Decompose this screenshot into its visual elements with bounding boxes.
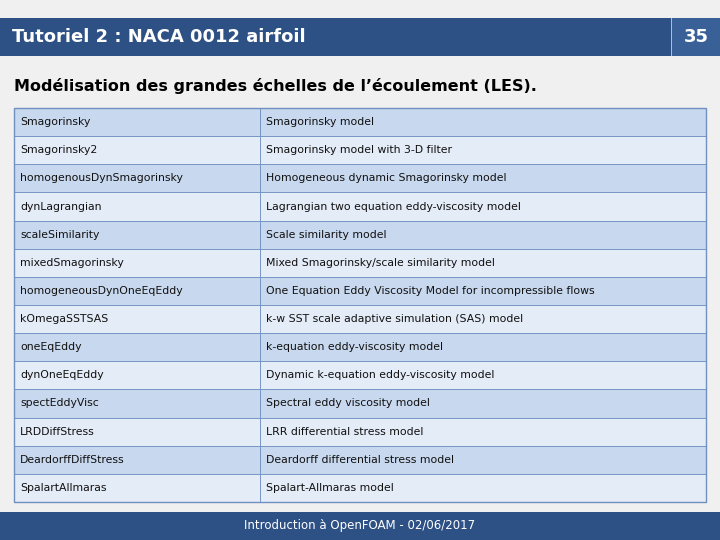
Bar (260, 305, 706, 333)
Bar (14, 249, 260, 277)
Text: k-equation eddy-viscosity model: k-equation eddy-viscosity model (266, 342, 443, 352)
Bar (14, 417, 260, 446)
Text: Smagorinsky model: Smagorinsky model (266, 117, 374, 127)
Text: spectEddyVisc: spectEddyVisc (20, 399, 99, 408)
Bar (260, 361, 706, 389)
Text: DeardorffDiffStress: DeardorffDiffStress (20, 455, 125, 465)
Bar (14, 220, 260, 249)
Text: scaleSimilarity: scaleSimilarity (20, 230, 99, 240)
Text: homogenousDynSmagorinsky: homogenousDynSmagorinsky (20, 173, 183, 184)
Text: Smagorinsky2: Smagorinsky2 (20, 145, 97, 155)
Text: Spalart-Allmaras model: Spalart-Allmaras model (266, 483, 393, 493)
Text: Dynamic k-equation eddy-viscosity model: Dynamic k-equation eddy-viscosity model (266, 370, 494, 380)
Bar (14, 389, 260, 417)
Bar (260, 249, 706, 277)
Text: Deardorff differential stress model: Deardorff differential stress model (266, 455, 454, 465)
Text: kOmegaSSTSAS: kOmegaSSTSAS (20, 314, 108, 324)
Text: Modélisation des grandes échelles de l’écoulement (LES).: Modélisation des grandes échelles de l’é… (14, 78, 537, 94)
Bar (14, 474, 260, 502)
Text: Spectral eddy viscosity model: Spectral eddy viscosity model (266, 399, 430, 408)
Text: dynLagrangian: dynLagrangian (20, 201, 102, 212)
Text: Scale similarity model: Scale similarity model (266, 230, 386, 240)
Bar (14, 108, 706, 502)
Text: k-w SST scale adaptive simulation (SAS) model: k-w SST scale adaptive simulation (SAS) … (266, 314, 523, 324)
Text: LRDDiffStress: LRDDiffStress (20, 427, 95, 437)
Text: Mixed Smagorinsky/scale similarity model: Mixed Smagorinsky/scale similarity model (266, 258, 495, 268)
Bar (0, 512, 720, 540)
Text: homogeneousDynOneEqEddy: homogeneousDynOneEqEddy (20, 286, 183, 296)
Bar (671, 18, 672, 56)
Bar (14, 361, 260, 389)
Text: SpalartAllmaras: SpalartAllmaras (20, 483, 107, 493)
Bar (14, 446, 260, 474)
Bar (260, 108, 706, 136)
Text: Smagorinsky model with 3-D filter: Smagorinsky model with 3-D filter (266, 145, 451, 155)
Text: mixedSmagorinsky: mixedSmagorinsky (20, 258, 124, 268)
Bar (260, 277, 706, 305)
Text: dynOneEqEddy: dynOneEqEddy (20, 370, 104, 380)
Bar (260, 417, 706, 446)
Text: Homogeneous dynamic Smagorinsky model: Homogeneous dynamic Smagorinsky model (266, 173, 506, 184)
Text: One Equation Eddy Viscosity Model for incompressible flows: One Equation Eddy Viscosity Model for in… (266, 286, 594, 296)
Text: Tutoriel 2 : NACA 0012 airfoil: Tutoriel 2 : NACA 0012 airfoil (12, 28, 305, 46)
Bar (260, 220, 706, 249)
Bar (14, 192, 260, 220)
Bar (260, 333, 706, 361)
Bar (0, 18, 720, 56)
Text: Introduction à OpenFOAM - 02/06/2017: Introduction à OpenFOAM - 02/06/2017 (244, 519, 476, 532)
Bar (14, 333, 260, 361)
Text: LRR differential stress model: LRR differential stress model (266, 427, 423, 437)
Bar (672, 18, 720, 56)
Text: 35: 35 (683, 28, 708, 46)
Bar (14, 277, 260, 305)
Bar (260, 389, 706, 417)
Text: Smagorinsky: Smagorinsky (20, 117, 91, 127)
Bar (260, 446, 706, 474)
Bar (14, 164, 260, 192)
Bar (260, 474, 706, 502)
Text: Lagrangian two equation eddy-viscosity model: Lagrangian two equation eddy-viscosity m… (266, 201, 521, 212)
Bar (260, 192, 706, 220)
Bar (14, 305, 260, 333)
Bar (14, 136, 260, 164)
Bar (260, 164, 706, 192)
Bar (14, 108, 260, 136)
Bar (260, 136, 706, 164)
Text: oneEqEddy: oneEqEddy (20, 342, 81, 352)
